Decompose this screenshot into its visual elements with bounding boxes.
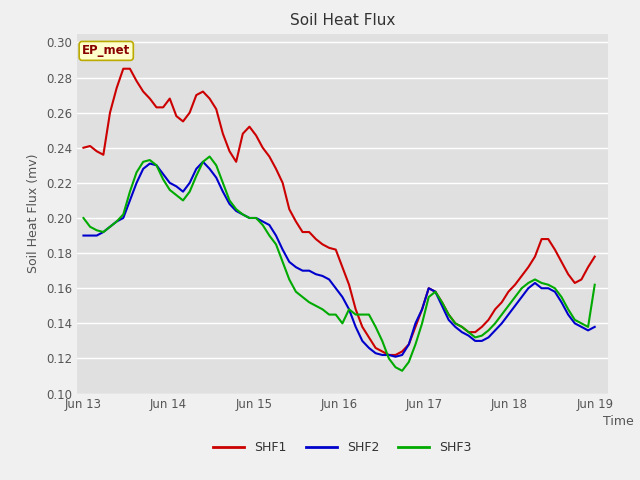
SHF3	[166, 187, 173, 193]
SHF2	[345, 306, 353, 312]
SHF1	[79, 145, 87, 151]
Legend: SHF1, SHF2, SHF3: SHF1, SHF2, SHF3	[208, 436, 477, 459]
SHF1	[113, 85, 120, 91]
SHF1	[252, 132, 260, 138]
SHF3	[252, 215, 260, 221]
SHF1	[120, 66, 127, 72]
SHF1	[385, 352, 393, 358]
SHF1	[591, 254, 598, 260]
Y-axis label: Soil Heat Flux (mv): Soil Heat Flux (mv)	[28, 154, 40, 273]
SHF2	[591, 324, 598, 330]
SHF2	[392, 354, 399, 360]
SHF3	[305, 300, 313, 305]
SHF1	[345, 282, 353, 288]
Line: SHF1: SHF1	[83, 69, 595, 355]
SHF2	[252, 215, 260, 221]
SHF1	[458, 324, 466, 330]
SHF2	[199, 159, 207, 165]
SHF3	[458, 324, 466, 330]
SHF3	[591, 282, 598, 288]
Line: SHF2: SHF2	[83, 162, 595, 357]
SHF3	[79, 215, 87, 221]
SHF3	[206, 154, 214, 159]
SHF3	[113, 218, 120, 224]
SHF1	[305, 229, 313, 235]
SHF2	[113, 218, 120, 224]
SHF3	[398, 368, 406, 373]
SHF2	[79, 233, 87, 239]
SHF2	[458, 329, 466, 335]
Title: Soil Heat Flux: Soil Heat Flux	[290, 13, 395, 28]
SHF2	[305, 268, 313, 274]
SHF1	[173, 113, 180, 119]
Line: SHF3: SHF3	[83, 156, 595, 371]
SHF2	[166, 180, 173, 186]
SHF3	[345, 306, 353, 312]
Text: EP_met: EP_met	[82, 44, 131, 58]
X-axis label: Time: Time	[604, 415, 634, 428]
